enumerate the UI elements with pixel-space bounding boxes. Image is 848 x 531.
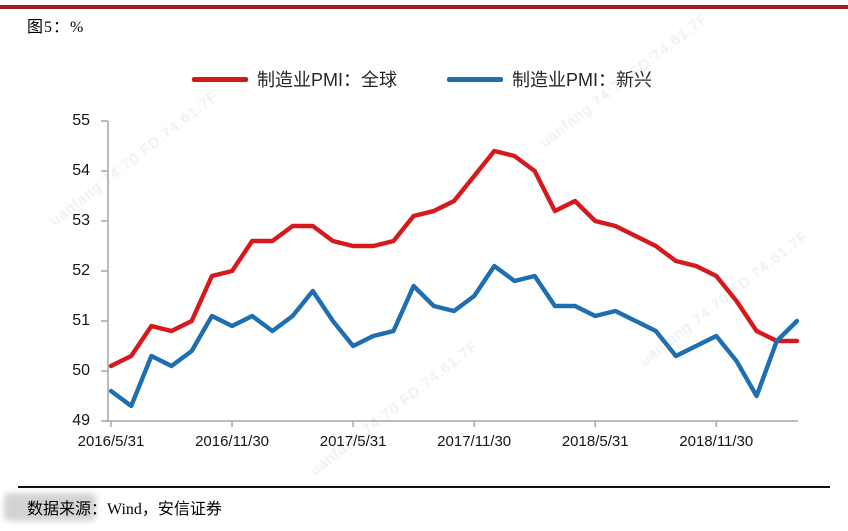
y-tick-label: 52: [72, 262, 90, 279]
watermark-logo: [4, 493, 96, 521]
x-tick-label: 2016/11/30: [195, 433, 270, 450]
top-divider-rule: [0, 5, 848, 9]
x-tick-label: 2017/11/30: [437, 433, 512, 450]
y-tick-label: 51: [72, 312, 90, 329]
y-tick-label: 49: [72, 412, 90, 429]
x-tick-label: 2018/5/31: [561, 433, 629, 450]
data-source-note: 数据来源：Wind，安信证券: [27, 501, 222, 518]
x-tick-label: 2017/5/31: [319, 433, 387, 450]
source-divider-rule: [18, 486, 830, 488]
x-tick-label: 2018/11/30: [679, 433, 754, 450]
legend-item-global: 制造业PMI：全球: [192, 66, 397, 92]
global-line-swatch: [192, 76, 248, 82]
y-tick-label: 50: [72, 362, 90, 379]
global-series-line: [108, 148, 800, 369]
legend-item-emerging: 制造业PMI：新兴: [447, 66, 652, 92]
figure-title: 图5：%: [27, 19, 85, 36]
legend-label-global: 制造业PMI：全球: [257, 70, 398, 90]
x-tick-label: 2016/5/31: [77, 433, 145, 450]
emerging-line-swatch: [447, 76, 504, 82]
emerging-series-line: [108, 263, 800, 409]
legend-label-emerging: 制造业PMI：新兴: [512, 70, 653, 90]
y-tick-label: 55: [72, 112, 90, 129]
chart-legend: 制造业PMI：全球 制造业PMI：新兴: [192, 66, 652, 92]
y-tick-label: 54: [72, 162, 90, 179]
y-tick-label: 53: [72, 212, 90, 229]
